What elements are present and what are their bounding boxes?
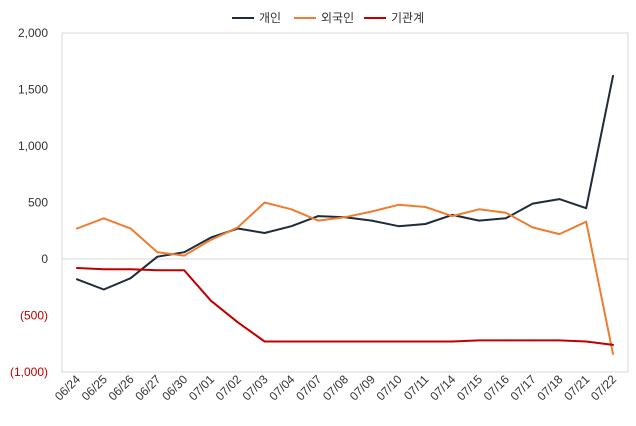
data-point [451, 215, 454, 217]
legend: 개인 외국인 기관계 [232, 11, 424, 25]
data-point [371, 340, 373, 343]
y-tick-label: 2,000 [18, 26, 48, 40]
data-point [371, 210, 373, 213]
data-point [478, 219, 480, 222]
data-point [156, 269, 159, 272]
data-point [103, 288, 105, 291]
data-point [397, 225, 400, 227]
data-point [531, 202, 534, 205]
data-point [156, 251, 159, 253]
data-point [585, 220, 587, 223]
data-point [317, 340, 320, 343]
data-point [210, 239, 212, 241]
data-point [397, 204, 400, 206]
data-point [183, 269, 185, 272]
data-point [558, 233, 561, 235]
data-point [290, 340, 293, 343]
data-point [371, 219, 373, 222]
data-point [183, 254, 185, 257]
data-point [505, 217, 507, 220]
data-point [156, 255, 159, 258]
y-tick-label: 0 [41, 252, 48, 266]
data-point [237, 226, 239, 229]
data-point [531, 226, 534, 229]
y-tick-label: (1,000) [10, 365, 48, 379]
data-point [451, 340, 454, 343]
data-point [129, 268, 132, 271]
data-point [612, 75, 614, 77]
data-point [424, 340, 427, 343]
data-point [478, 339, 480, 342]
data-point [612, 344, 614, 346]
data-point [263, 201, 266, 204]
y-tick-label: 500 [28, 196, 48, 210]
data-point [505, 339, 507, 342]
data-point [290, 208, 293, 211]
data-point [76, 267, 78, 269]
data-point [558, 339, 561, 342]
data-point [103, 217, 105, 220]
legend-label: 외국인 [321, 11, 354, 25]
data-point [290, 225, 293, 227]
data-point [103, 268, 105, 271]
data-point [263, 232, 266, 234]
data-point [424, 206, 427, 208]
data-point [237, 321, 239, 324]
data-point [183, 251, 185, 253]
data-point [210, 236, 212, 239]
legend-label: 기관계 [391, 11, 424, 25]
y-tick-label: (500) [20, 309, 48, 323]
data-point [210, 300, 212, 302]
y-axis: 2,000 1,500 1,000 500 0 (500) (1,000) [10, 26, 48, 379]
data-point [612, 353, 614, 355]
data-point [317, 219, 320, 222]
data-point [263, 340, 266, 343]
data-point [424, 223, 427, 225]
data-point [558, 198, 561, 200]
data-point [129, 277, 132, 280]
series-lines [76, 74, 614, 355]
data-point [76, 227, 78, 230]
data-point [76, 278, 78, 281]
data-point [531, 339, 534, 342]
data-point [478, 208, 480, 211]
data-point [397, 340, 400, 343]
data-point [129, 227, 132, 230]
y-tick-label: 1,000 [18, 139, 48, 153]
legend-label: 개인 [259, 11, 281, 25]
data-point [585, 207, 587, 209]
data-point [344, 216, 346, 218]
data-point [585, 340, 587, 343]
data-point [505, 211, 507, 214]
data-point [344, 340, 346, 343]
y-tick-label: 1,500 [18, 83, 48, 97]
data-point [317, 215, 320, 217]
